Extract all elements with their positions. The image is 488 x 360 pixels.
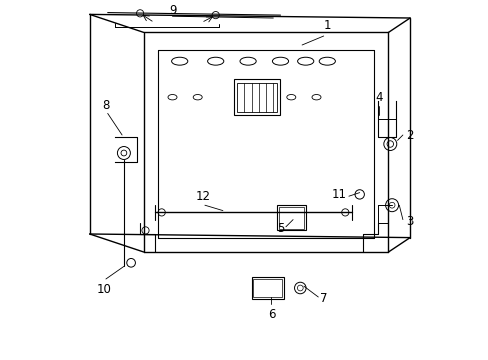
Text: 10: 10 xyxy=(97,283,111,296)
Text: 5: 5 xyxy=(276,222,284,235)
Bar xyxy=(233,79,280,115)
Bar xyxy=(253,279,282,297)
Bar xyxy=(276,205,305,230)
Bar xyxy=(278,207,303,229)
Text: 12: 12 xyxy=(195,190,210,203)
Text: 6: 6 xyxy=(267,308,275,321)
Text: 7: 7 xyxy=(320,292,327,305)
Bar xyxy=(251,277,284,299)
Text: 4: 4 xyxy=(375,91,383,104)
Text: 1: 1 xyxy=(323,19,330,32)
Text: 9: 9 xyxy=(168,4,176,17)
Bar xyxy=(237,83,276,112)
Text: 8: 8 xyxy=(102,99,109,112)
Text: 2: 2 xyxy=(406,129,413,141)
Text: 3: 3 xyxy=(406,215,413,228)
Text: 11: 11 xyxy=(331,188,346,201)
